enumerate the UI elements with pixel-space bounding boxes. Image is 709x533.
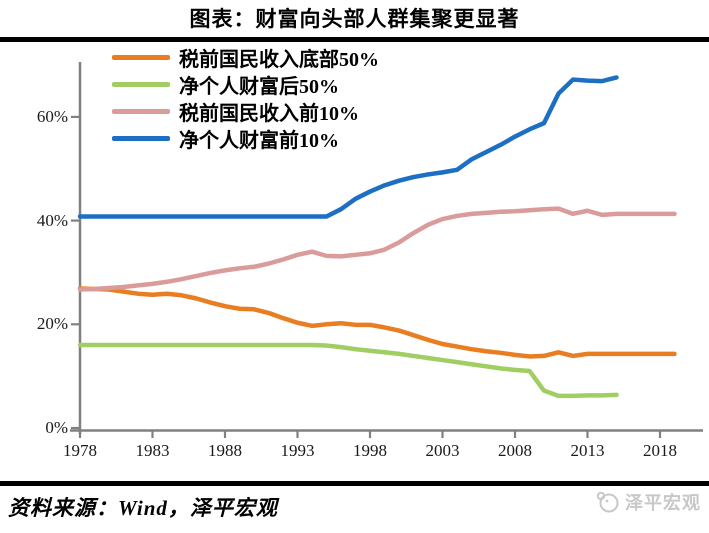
source-note: 资料来源：Wind，泽平宏观 — [8, 496, 278, 520]
legend-swatch-pretax-income-top-10 — [112, 109, 170, 114]
bottom-divider-rule — [0, 481, 709, 486]
chart-title: 图表：财富向头部人群集聚更显著 — [189, 7, 520, 31]
zeping-logo-icon — [596, 491, 619, 513]
legend-item-net-wealth-top-10: 净个人财富前10% — [112, 125, 379, 152]
legend-item-pretax-income-top-10: 税前国民收入前10% — [112, 98, 379, 125]
legend-item-pretax-income-bottom-50: 税前国民收入底部50% — [112, 44, 379, 71]
y-tick-label-0%: 0% — [45, 418, 68, 437]
x-tick-label-1983: 1983 — [135, 441, 170, 460]
x-tick-label-1988: 1988 — [208, 441, 242, 460]
watermark-label: 泽平宏观 — [625, 493, 701, 513]
x-tick-label-2003: 2003 — [425, 441, 460, 460]
x-tick-label-1978: 1978 — [63, 441, 97, 460]
series-line-pretax-income-bottom-50 — [77, 286, 677, 359]
x-tick-label-2018: 2018 — [643, 441, 677, 460]
top-divider-rule — [0, 37, 709, 42]
watermark: 泽平宏观 — [596, 489, 701, 515]
legend-swatch-net-wealth-bottom-50 — [112, 82, 170, 87]
legend-label-pretax-income-bottom-50: 税前国民收入底部50% — [179, 49, 379, 71]
y-tick-label-60%: 60% — [36, 106, 68, 126]
legend-label-net-wealth-bottom-50: 净个人财富后50% — [179, 76, 339, 98]
series-line-pretax-income-top-10 — [77, 206, 677, 292]
series-line-net-wealth-bottom-50 — [77, 342, 619, 399]
x-tick-label-2013: 2013 — [570, 441, 605, 460]
x-tick-label-2008: 2008 — [498, 441, 532, 460]
chart-legend: 税前国民收入底部50% 净个人财富后50% 税前国民收入前10% 净个人财富前10% — [112, 44, 379, 152]
legend-swatch-net-wealth-top-10 — [112, 136, 170, 141]
series-line-net-wealth-top-10 — [77, 75, 619, 219]
x-tick-label-1998: 1998 — [353, 441, 387, 460]
y-tick-label-40%: 40% — [36, 210, 68, 230]
x-tick-label-1993: 1993 — [280, 441, 315, 460]
y-tick-label-20%: 20% — [36, 314, 68, 334]
legend-item-net-wealth-bottom-50: 净个人财富后50% — [112, 71, 379, 98]
legend-label-pretax-income-top-10: 税前国民收入前10% — [179, 103, 359, 125]
legend-swatch-pretax-income-bottom-50 — [112, 55, 170, 60]
legend-label-net-wealth-top-10: 净个人财富前10% — [179, 130, 339, 152]
